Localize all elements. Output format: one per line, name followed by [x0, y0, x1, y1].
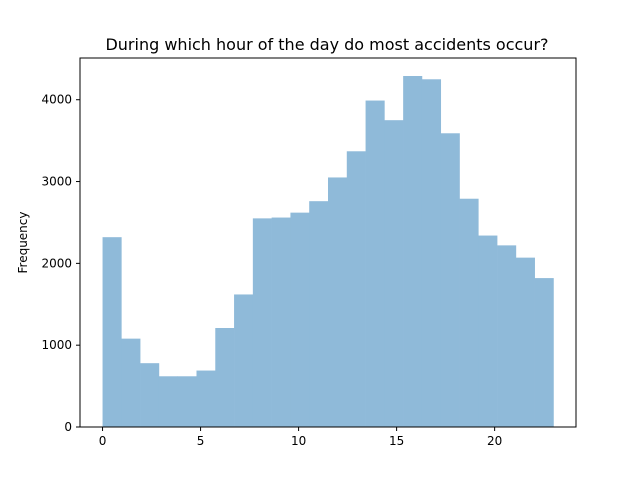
y-tick-label: 1000: [41, 338, 72, 352]
histogram-bar: [271, 217, 291, 427]
histogram-bar: [215, 328, 235, 427]
x-tick-label: 5: [197, 434, 205, 448]
x-axis-ticks: 0 5 10 15 20: [99, 427, 502, 448]
y-tick-label: 0: [64, 420, 72, 434]
histogram-bar: [290, 212, 310, 427]
chart-title: During which hour of the day do most acc…: [105, 35, 548, 54]
histogram-bar: [421, 79, 442, 427]
histogram-bar: [365, 100, 385, 427]
histogram-bar: [403, 76, 423, 427]
y-tick-label: 2000: [41, 256, 72, 270]
histogram-bar: [534, 278, 554, 427]
histogram-bar: [440, 133, 460, 428]
histogram-bar: [459, 198, 479, 427]
bars-group: [102, 76, 554, 428]
histogram-bar: [515, 257, 535, 427]
histogram-bar: [309, 201, 329, 427]
histogram-bar: [478, 235, 498, 427]
x-tick-label: 0: [99, 434, 107, 448]
histogram-bar: [234, 294, 254, 427]
histogram-bar: [346, 151, 366, 428]
y-axis-label: Frequency: [16, 212, 30, 274]
histogram-bar: [497, 245, 517, 427]
histogram-bar: [177, 376, 197, 427]
histogram-bar: [158, 376, 178, 427]
y-axis-ticks: 0 1000 2000 3000 4000: [41, 93, 80, 434]
x-tick-label: 15: [389, 434, 404, 448]
histogram-bar: [328, 177, 348, 427]
histogram-bar: [102, 237, 122, 427]
histogram-bar: [121, 338, 141, 427]
histogram-bar: [196, 370, 216, 427]
x-tick-label: 20: [487, 434, 502, 448]
x-tick-label: 10: [291, 434, 306, 448]
histogram-bar: [140, 363, 160, 427]
histogram-bar: [252, 218, 272, 427]
y-tick-label: 3000: [41, 175, 72, 189]
histogram-bar: [384, 120, 404, 427]
plot-frame: [79, 57, 577, 428]
y-tick-label: 4000: [41, 93, 72, 107]
